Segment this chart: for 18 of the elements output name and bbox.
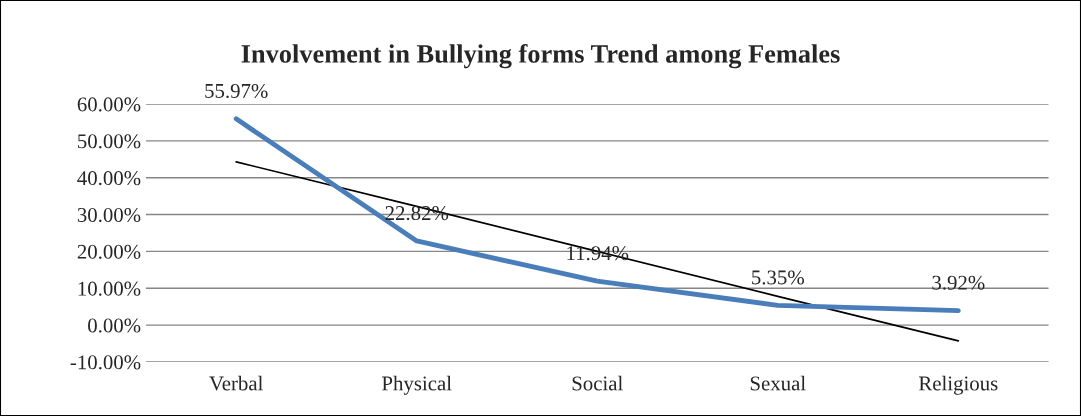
- x-tick-label: Verbal: [209, 375, 263, 391]
- chart-title: Involvement in Bullying forms Trend among Females: [241, 43, 840, 69]
- y-tick-label: 50.00%: [78, 134, 141, 149]
- x-tick-label: Sexual: [750, 375, 806, 391]
- data-label: 3.92%: [932, 275, 985, 290]
- x-tick-label: Physical: [382, 375, 452, 395]
- x-tick-label: Religious: [918, 375, 998, 395]
- data-label: 55.97%: [205, 83, 268, 99]
- y-tick-label: 30.00%: [77, 207, 141, 223]
- x-tick-label: Social: [572, 375, 623, 391]
- y-tick-label: 60.00%: [77, 97, 141, 112]
- y-tick-label: -10.00%: [70, 355, 141, 370]
- y-tick-label: 40.00%: [77, 171, 141, 186]
- data-label: 5.35%: [752, 270, 804, 285]
- y-tick-label: 0.00%: [88, 318, 141, 333]
- y-tick-label: 20.00%: [77, 244, 141, 259]
- data-label: 22.82%: [385, 206, 449, 221]
- y-tick-label: 10.00%: [78, 281, 141, 296]
